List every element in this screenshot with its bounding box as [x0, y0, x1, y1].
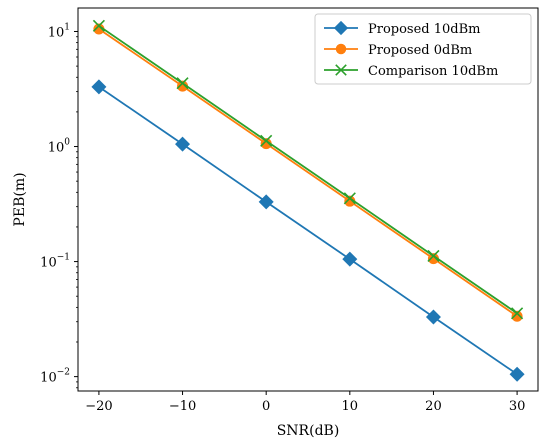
plot-frame [77, 7, 539, 392]
series-0-point-2 [258, 194, 274, 210]
series-2-point-5 [511, 307, 524, 320]
series-0 [91, 79, 525, 382]
y-tick-exponent-1: −1 [57, 253, 70, 263]
y-tick-label-0: 10−2 [40, 368, 70, 386]
series-1-point-4 [427, 253, 439, 265]
y-tick-label-3: 101 [48, 22, 70, 40]
series-0-point-0 [91, 79, 107, 95]
series-line-0 [98, 86, 518, 375]
legend-marker-2 [335, 64, 347, 76]
legend-label-2: Comparison 10dBm [368, 64, 498, 79]
series-line-2 [98, 25, 518, 315]
series-1-point-3 [344, 195, 356, 207]
y-axis-label: PEB(m) [12, 172, 28, 226]
y-tick-exponent-0: −2 [57, 368, 70, 378]
y-tick-label-1: 10−1 [40, 253, 70, 271]
series-0-point-1 [175, 136, 191, 152]
legend-label-1: Proposed 0dBm [368, 43, 472, 58]
y-tick-exponent-3: 1 [64, 22, 70, 32]
y-tick-label-2: 100 [48, 138, 71, 156]
series-2-point-4 [427, 249, 440, 262]
legend-marker-0 [333, 20, 349, 36]
legend-box [314, 13, 532, 85]
series-1-point-0 [93, 23, 105, 35]
legend-label-0: Proposed 10dBm [368, 22, 481, 37]
y-tick-base-0: 10 [40, 371, 57, 386]
y-tick-base-1: 10 [40, 256, 57, 271]
x-axis-label: SNR(dB) [277, 423, 340, 439]
legend-entry-2: Comparison 10dBm [324, 64, 498, 79]
series-line-1 [98, 28, 518, 317]
series-0-point-3 [342, 251, 358, 267]
x-tick-label-0: −20 [85, 399, 112, 414]
series-2-point-3 [343, 192, 356, 205]
x-tick-label-3: 10 [342, 399, 359, 414]
legend-entry-1: Proposed 0dBm [324, 43, 472, 58]
series-1 [93, 23, 523, 322]
y-tick-base-2: 10 [48, 141, 65, 156]
series-0-point-5 [509, 366, 525, 382]
y-tick-base-3: 10 [48, 25, 65, 40]
series-1-point-5 [511, 310, 523, 322]
series-0-point-4 [425, 309, 441, 325]
legend-entry-0: Proposed 10dBm [324, 20, 481, 37]
series-1-point-1 [177, 80, 189, 92]
x-tick-label-2: 0 [262, 399, 270, 414]
series-2-point-2 [260, 134, 273, 147]
legend: Proposed 10dBm Proposed 0dBm Comparison 10… [314, 13, 532, 85]
legend-marker-1 [335, 43, 347, 55]
y-tick-exponent-2: 0 [64, 138, 70, 148]
x-tick-label-1: −10 [169, 399, 196, 414]
series-1-point-2 [260, 138, 272, 150]
x-tick-label-4: 20 [425, 399, 442, 414]
series-2 [92, 19, 524, 320]
series-2-point-1 [176, 77, 189, 90]
series-layer [91, 19, 525, 382]
series-2-point-0 [92, 19, 105, 32]
x-tick-label-5: 30 [509, 399, 526, 414]
